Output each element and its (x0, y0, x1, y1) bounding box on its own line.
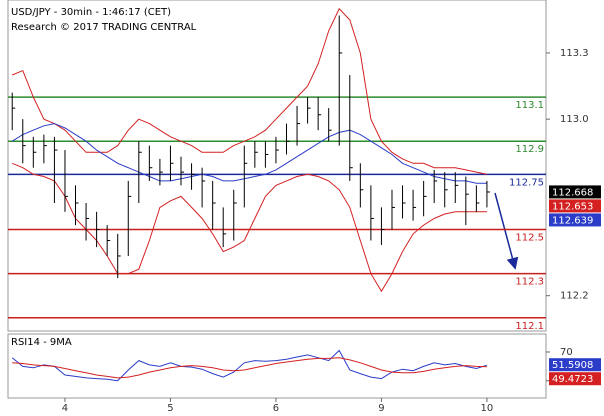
indicator-line (11, 123, 487, 184)
price-label: 49.4723 (552, 374, 593, 385)
level-label: 112.3 (515, 277, 544, 288)
indicator-line (12, 7, 488, 175)
price-box (549, 185, 601, 199)
chart-subtitle: Research © 2017 TRADING CENTRAL (11, 22, 197, 33)
x-tick-label: 5 (167, 403, 173, 414)
indicator-line (12, 357, 487, 379)
rsi-frame (7, 333, 547, 399)
level-label: 112.9 (515, 144, 544, 155)
y-tick-label: 113.3 (560, 48, 589, 59)
price-label: 51.5908 (552, 360, 593, 371)
chart-title: USD/JPY - 30min - 1:46:17 (CET) (11, 7, 171, 18)
rsi-title: RSI14 - 9MA (11, 337, 72, 348)
forecast-arrow (494, 192, 519, 270)
price-box (549, 372, 601, 386)
price-box (549, 213, 601, 227)
y-tick-label: 112.2 (560, 291, 589, 302)
x-tick-label: 6 (273, 403, 279, 414)
y-tick-label: 70 (560, 347, 573, 358)
price-box (549, 358, 601, 372)
indicator-line (12, 162, 487, 293)
price-box (549, 199, 601, 213)
level-label: 112.5 (515, 232, 544, 243)
y-tick-label: 113.0 (560, 114, 589, 125)
main-frame (7, 0, 547, 332)
level-label: 112.75 (509, 177, 544, 188)
x-tick-label: 10 (481, 403, 494, 414)
level-label: 113.1 (515, 100, 544, 111)
x-tick-label: 9 (378, 403, 384, 414)
price-label: 112.653 (552, 201, 593, 212)
price-label: 112.668 (552, 187, 593, 198)
indicator-line (11, 349, 488, 382)
x-tick-label: 4 (62, 403, 68, 414)
level-label: 112.1 (515, 321, 544, 332)
price-label: 112.639 (552, 215, 593, 226)
